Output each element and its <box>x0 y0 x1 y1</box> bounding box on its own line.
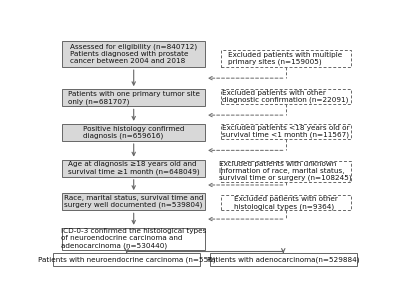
FancyBboxPatch shape <box>62 40 205 67</box>
FancyBboxPatch shape <box>210 253 357 266</box>
FancyBboxPatch shape <box>62 124 205 141</box>
Text: Excluded patients <18 years old or
survival time <1 month (n=11567): Excluded patients <18 years old or survi… <box>222 124 349 138</box>
Text: Race, marital status, survival time and
surgery well documented (n=539804): Race, marital status, survival time and … <box>64 195 204 208</box>
FancyBboxPatch shape <box>220 124 351 139</box>
FancyBboxPatch shape <box>220 50 351 67</box>
Text: Excluded patients with other
diagnostic confirmation (n=22091): Excluded patients with other diagnostic … <box>222 90 349 104</box>
Text: ICD-0-3 confirmed the histological types
of neuroendocrine carcinoma and
adenoca: ICD-0-3 confirmed the histological types… <box>61 229 206 249</box>
FancyBboxPatch shape <box>53 253 200 266</box>
FancyBboxPatch shape <box>62 160 205 177</box>
FancyBboxPatch shape <box>220 161 351 182</box>
Text: Patients with adenocarcinoma(n=529884): Patients with adenocarcinoma(n=529884) <box>207 256 360 263</box>
FancyBboxPatch shape <box>62 228 205 250</box>
FancyBboxPatch shape <box>220 89 351 104</box>
Text: Excluded patients with multiple
primary sites (n=159005): Excluded patients with multiple primary … <box>228 52 343 65</box>
Text: Age at diagnosis ≥18 years old and
survival time ≥1 month (n=648049): Age at diagnosis ≥18 years old and survi… <box>68 161 200 175</box>
FancyBboxPatch shape <box>220 195 351 210</box>
Text: Positive histology confirmed
diagnosis (n=659616): Positive histology confirmed diagnosis (… <box>83 126 184 139</box>
FancyBboxPatch shape <box>62 193 205 210</box>
Text: Patients with one primary tumor site
only (n=681707): Patients with one primary tumor site onl… <box>68 91 200 104</box>
Text: Assessed for eligibility (n=840712)
Patients diagnosed with prostate
cancer betw: Assessed for eligibility (n=840712) Pati… <box>70 44 197 64</box>
FancyBboxPatch shape <box>62 89 205 106</box>
Text: Patients with neuroendocrine carcinoma (n=556): Patients with neuroendocrine carcinoma (… <box>38 256 216 263</box>
Text: Excluded patients with unknown
information of race, marital status,
survival tim: Excluded patients with unknown informati… <box>219 161 352 182</box>
Text: Excluded patients with other
histological types (n=9364): Excluded patients with other histologica… <box>234 196 338 210</box>
